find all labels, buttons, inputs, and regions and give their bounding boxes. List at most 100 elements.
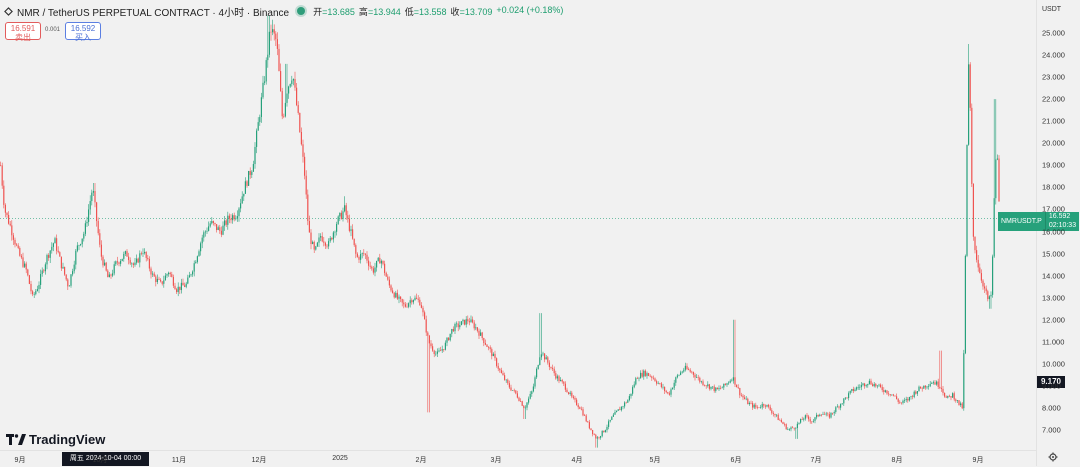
candle-body <box>523 405 525 409</box>
gear-icon[interactable] <box>1048 452 1058 462</box>
candle-body <box>358 256 360 260</box>
time-tick-label: 11月 <box>171 457 187 464</box>
candle-body <box>532 386 534 392</box>
candle-body <box>200 243 202 252</box>
candle-body <box>115 261 117 265</box>
symbol-title[interactable]: NMR / TetherUS PERPETUAL CONTRACT · 4小时 … <box>17 7 290 19</box>
sell-button[interactable]: 16.591 卖出 <box>5 22 41 42</box>
price-axis[interactable] <box>1036 0 1080 466</box>
time-tick-label: 2月 <box>415 457 427 464</box>
candle-body <box>54 238 56 244</box>
candle-body <box>560 379 562 382</box>
candle-body <box>924 385 926 388</box>
candle-body <box>411 300 413 303</box>
candle-body <box>622 406 624 407</box>
candle-body <box>476 327 478 331</box>
candle-body <box>280 71 282 92</box>
candle-body <box>364 253 366 255</box>
candle-body <box>483 338 485 343</box>
price-tick-label: 23.000 <box>1042 72 1065 82</box>
price-tick-label: 11.000 <box>1042 337 1065 347</box>
candle-body <box>78 245 80 246</box>
candle-body <box>460 321 462 326</box>
candle-body <box>798 422 800 424</box>
candle-body <box>544 353 546 360</box>
currency-unit[interactable]: USDT <box>1042 6 1062 13</box>
candle-body <box>110 274 112 276</box>
candle-body <box>419 299 421 306</box>
candle-body <box>630 393 632 397</box>
candle-body <box>44 264 46 272</box>
candle-body <box>835 407 837 412</box>
candle-body <box>902 400 904 403</box>
candle-body <box>356 253 358 257</box>
candle-body <box>100 244 102 257</box>
candle-body <box>579 407 581 409</box>
candle-body <box>515 390 517 394</box>
candle-body <box>185 283 187 287</box>
candle-body <box>433 350 435 355</box>
candle-body <box>264 81 266 83</box>
candle-body <box>102 256 104 266</box>
candle-body <box>380 260 382 264</box>
candle-body <box>270 31 272 33</box>
candle-body <box>513 390 515 391</box>
candle-body <box>942 388 944 393</box>
tradingview-logo-icon <box>6 433 26 445</box>
candle-body <box>137 258 139 263</box>
buy-button[interactable]: 16.592 买入 <box>65 22 101 42</box>
candle-body <box>590 428 592 431</box>
candle-body <box>467 319 469 322</box>
candle-body <box>552 367 554 369</box>
candle-body <box>760 407 762 408</box>
candle-body <box>732 377 734 381</box>
candle-body <box>912 396 914 397</box>
candle-body <box>705 385 707 387</box>
candle-body <box>235 218 237 220</box>
candle-body <box>504 375 506 380</box>
candle-body <box>817 414 819 417</box>
candle-body <box>737 387 739 388</box>
candle-body <box>448 337 450 341</box>
time-axis[interactable] <box>0 450 1036 467</box>
candle-body <box>865 385 867 387</box>
candle-body <box>766 404 768 407</box>
tradingview-logo[interactable]: TradingView <box>6 432 105 447</box>
market-status-icon[interactable] <box>297 7 306 15</box>
candle-body <box>459 325 461 328</box>
candle-body <box>667 392 669 394</box>
candle-body <box>564 383 566 390</box>
candle-body <box>774 413 776 416</box>
candle-body <box>966 144 968 256</box>
candle-body <box>84 223 86 234</box>
candle-body <box>409 300 411 304</box>
candle-body <box>64 266 66 275</box>
candle-body <box>897 399 899 402</box>
candle-body <box>452 328 454 332</box>
candle-body <box>363 253 365 254</box>
candle-body <box>329 237 331 242</box>
candle-body <box>913 391 915 397</box>
candle-body <box>184 285 186 287</box>
last-price-value: 16.592 <box>1048 213 1071 221</box>
candle-body <box>512 390 514 391</box>
candle-body <box>192 271 194 275</box>
candle-body <box>617 409 619 411</box>
candle-body <box>592 430 594 435</box>
candle-body <box>777 414 779 421</box>
candle-body <box>961 403 963 409</box>
candle-body <box>65 274 67 280</box>
candle-body <box>97 221 99 234</box>
candle-body <box>747 398 749 405</box>
candle-body <box>604 430 606 433</box>
candle-body <box>828 414 830 418</box>
candle-body <box>580 408 582 410</box>
candle-body <box>752 403 754 408</box>
candle-body <box>755 404 757 408</box>
chart-plot-area[interactable] <box>0 0 1036 450</box>
candlestick-chart[interactable] <box>0 0 1036 450</box>
candle-body <box>254 146 256 165</box>
candle-body <box>251 171 253 175</box>
candle-body <box>376 260 378 268</box>
candle-body <box>475 327 477 329</box>
